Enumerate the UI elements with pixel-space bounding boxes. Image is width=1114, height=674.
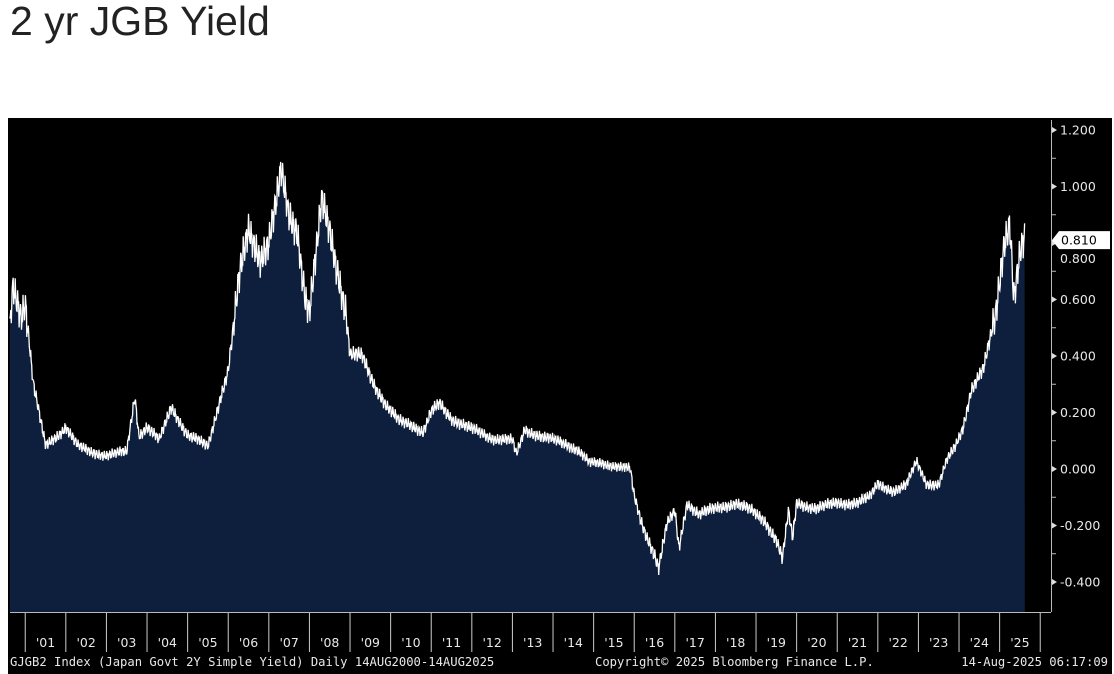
- y-tick: [1052, 522, 1057, 529]
- x-tick-label: '04: [158, 635, 177, 650]
- y-tick: [1052, 579, 1057, 585]
- x-tick-label: '13: [523, 635, 542, 650]
- page-title: 2 yr JGB Yield: [10, 0, 270, 44]
- plot-area: [9, 120, 1052, 613]
- x-tick-label: '25: [1010, 635, 1029, 650]
- x-tick-label: '12: [482, 635, 501, 650]
- x-tick-label: '07: [279, 635, 298, 650]
- y-tick: [1052, 409, 1057, 416]
- x-tick-label: '18: [726, 635, 745, 650]
- y-tick: [1052, 183, 1057, 190]
- x-tick-label: '05: [198, 635, 217, 650]
- x-tick-label: '16: [645, 635, 664, 650]
- yield-line: [9, 161, 1026, 576]
- y-tick-label: -0.200: [1060, 518, 1100, 533]
- x-axis: '01 '02 '03 '04 '05 '06 '07 '08 '09 '10 '11 '12 '13 '…: [24, 613, 1041, 652]
- y-tick-label: 0.600: [1060, 292, 1096, 307]
- last-value-flag: 0.810: [1052, 231, 1110, 250]
- x-tick-label: '24: [970, 635, 989, 650]
- y-tick-label: -0.400: [1060, 575, 1100, 590]
- x-tick-label: '17: [685, 635, 704, 650]
- x-tick-label: '20: [807, 635, 826, 650]
- y-tick-label: 0.800: [1060, 251, 1096, 266]
- x-tick-label: '02: [76, 635, 95, 650]
- y-tick-label: 0.400: [1060, 349, 1096, 364]
- x-tick-label: '21: [848, 635, 867, 650]
- last-value-label: 0.810: [1061, 233, 1097, 248]
- y-tick-label: 0.200: [1060, 405, 1096, 420]
- x-tick-label: '10: [401, 635, 420, 650]
- x-tick-label: '14: [564, 635, 583, 650]
- y-tick: [1052, 296, 1057, 303]
- footer-copyright: Copyright© 2025 Bloomberg Finance L.P.: [595, 655, 874, 669]
- y-axis: -0.400 -0.200 0.000 0.200 0.400 0.600 0.800 1.0…: [1052, 123, 1100, 590]
- y-tick-label: 1.200: [1060, 123, 1096, 138]
- x-tick-label: '23: [929, 635, 948, 650]
- y-tick-label: 1.000: [1060, 179, 1096, 194]
- x-tick-label: '22: [888, 635, 907, 650]
- x-tick-label: '11: [442, 635, 461, 650]
- last-value-marker: [1052, 231, 1110, 250]
- x-tick-label: '01: [36, 635, 55, 650]
- footer-series-info: GJGB2 Index (Japan Govt 2Y Simple Yield)…: [10, 655, 494, 669]
- y-tick: [1052, 466, 1057, 472]
- y-tick: [1052, 353, 1057, 359]
- y-tick: [1052, 127, 1057, 133]
- x-tick-label: '15: [604, 635, 623, 650]
- x-tick-label: '08: [320, 635, 339, 650]
- footer-timestamp: 14-Aug-2025 06:17:09: [961, 655, 1108, 669]
- x-tick-label: '06: [239, 635, 258, 650]
- x-tick-label: '09: [361, 635, 380, 650]
- y-tick-label: 0.000: [1060, 462, 1096, 477]
- yield-area: [9, 161, 1025, 612]
- x-tick-label: '19: [767, 635, 786, 650]
- x-tick-label: '03: [117, 635, 136, 650]
